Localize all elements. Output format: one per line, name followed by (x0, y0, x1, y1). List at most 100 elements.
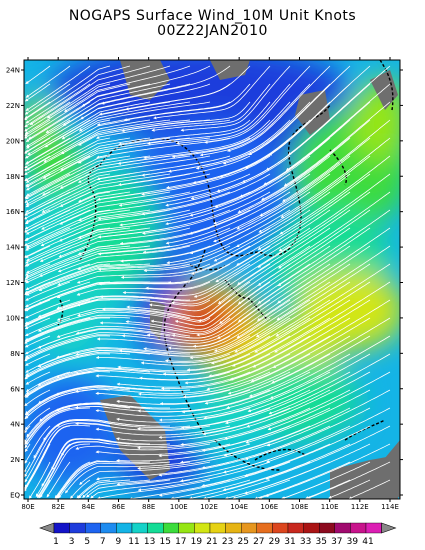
streamline (213, 173, 331, 243)
streamline (24, 299, 91, 325)
streamline (79, 461, 211, 485)
streamline (96, 119, 231, 139)
streamline (65, 461, 191, 494)
streamline (151, 83, 271, 132)
streamline (26, 227, 111, 262)
streamline (254, 461, 351, 499)
streamline (42, 137, 171, 179)
streamline (25, 209, 131, 248)
streamline (25, 209, 51, 223)
streamline (26, 352, 131, 377)
streamline (219, 245, 331, 324)
streamline (57, 263, 191, 286)
streamline (25, 386, 131, 416)
streamline (227, 65, 331, 152)
streamline (239, 119, 351, 198)
streamline (137, 443, 271, 471)
streamline (305, 479, 351, 499)
streamline (246, 371, 371, 428)
streamline (25, 191, 51, 206)
streamline (116, 389, 251, 405)
streamline (116, 407, 251, 423)
streamline (215, 209, 331, 283)
streamline (77, 245, 211, 271)
colorbar-swatch (162, 522, 179, 534)
lat-tick-label: EQ (10, 492, 20, 500)
streamline (192, 119, 311, 184)
streamline (234, 281, 351, 353)
streamline (276, 245, 391, 321)
streamline (213, 155, 331, 225)
streamline (25, 299, 71, 319)
streamline (46, 65, 171, 119)
streamline (25, 155, 131, 200)
streamline (25, 263, 111, 294)
streamline (116, 371, 251, 388)
streamline (248, 65, 351, 156)
streamline (24, 245, 131, 280)
streamline (26, 227, 71, 249)
streamline (25, 263, 151, 296)
streamline (55, 403, 191, 412)
streamline (24, 83, 91, 128)
streamline (118, 155, 251, 187)
streamline (142, 209, 271, 254)
streamline (252, 299, 371, 368)
streamline (25, 65, 131, 124)
colorbar-swatch (319, 522, 336, 534)
streamline (25, 65, 91, 111)
streamline (77, 310, 211, 323)
streamline (204, 353, 331, 405)
streamline (95, 389, 231, 399)
streamline (274, 281, 391, 353)
streamline (80, 83, 211, 120)
streamline (25, 314, 151, 341)
streamline (222, 425, 351, 474)
streamline (78, 209, 211, 239)
colorbar-swatch (225, 522, 242, 534)
streamline (116, 425, 251, 442)
streamline (56, 325, 191, 338)
colorbar-swatch (53, 522, 70, 534)
streamline (287, 65, 391, 156)
lon-tick-label: 106E (260, 503, 278, 511)
streamline (236, 191, 351, 266)
streamline (257, 173, 371, 250)
streamline (24, 227, 151, 267)
streamline (39, 245, 171, 277)
streamline (25, 353, 51, 366)
streamline (59, 155, 191, 189)
streamline (268, 65, 371, 156)
streamline (244, 407, 371, 461)
streamline (24, 65, 111, 121)
streamline (182, 353, 311, 399)
streamlines (24, 65, 391, 499)
streamline (143, 119, 271, 160)
streamline (245, 389, 371, 444)
streamline (201, 443, 331, 488)
streamline (95, 371, 231, 381)
streamline (56, 420, 191, 428)
streamline (191, 209, 311, 275)
streamline (46, 461, 71, 498)
streamline (37, 329, 171, 349)
colorbar-label: 37 (331, 537, 342, 547)
streamline (54, 461, 91, 499)
streamline (179, 425, 311, 464)
streamline (24, 83, 131, 139)
streamline (222, 83, 331, 165)
streamline (265, 83, 371, 171)
streamline (95, 443, 231, 456)
streamline (222, 443, 351, 492)
streamline (78, 155, 211, 183)
streamline (217, 263, 331, 339)
colorbar-swatch (350, 522, 367, 534)
streamline (25, 137, 151, 187)
streamline (217, 227, 331, 305)
streamline (41, 191, 171, 230)
streamline (279, 155, 391, 235)
streamline (165, 155, 291, 207)
streamline (282, 119, 391, 202)
streamline (250, 317, 371, 383)
streamline (213, 191, 331, 262)
